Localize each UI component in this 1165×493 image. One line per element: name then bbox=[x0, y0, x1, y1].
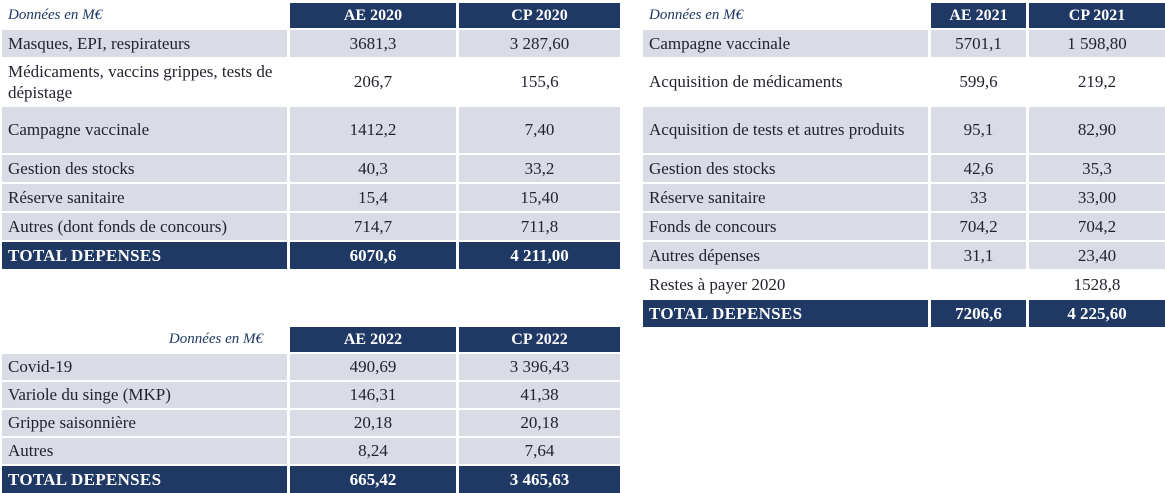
ae-value: 20,18 bbox=[290, 410, 456, 436]
ae-value: 1412,2 bbox=[290, 107, 456, 153]
cp-value: 82,90 bbox=[1029, 107, 1165, 153]
cp-value: 15,40 bbox=[459, 184, 620, 211]
ae-value: 40,3 bbox=[290, 155, 456, 182]
table-2020: Données en M€ AE 2020 CP 2020 Masques, EPI,… bbox=[2, 3, 620, 269]
row-label: Réserve sanitaire bbox=[643, 184, 928, 211]
ae-value: 33 bbox=[931, 184, 1026, 211]
cp-value: 155,6 bbox=[520, 72, 559, 91]
row-label: Gestion des stocks bbox=[2, 155, 287, 182]
cp-value: 33,2 bbox=[459, 155, 620, 182]
table-2021: Données en M€ AE 2021 CP 2021 Campagne vacc… bbox=[643, 3, 1165, 327]
total-ae-value: 6070,6 bbox=[290, 242, 456, 269]
ae-value: 42,6 bbox=[931, 155, 1026, 182]
ae-value: 146,31 bbox=[290, 382, 456, 408]
row-label: Covid-19 bbox=[2, 354, 287, 380]
cp-value: 219,2 bbox=[1077, 72, 1117, 91]
row-label: Acquisition de tests et autres produits bbox=[643, 107, 928, 153]
total-row-label: TOTAL DEPENSES bbox=[643, 300, 928, 327]
cp-value: 20,18 bbox=[459, 410, 620, 436]
ae-value: 490,69 bbox=[290, 354, 456, 380]
cp-value: 1 598,80 bbox=[1029, 30, 1165, 57]
ae-value: 5701,1 bbox=[931, 30, 1026, 57]
column-header: AE 2020 bbox=[290, 3, 456, 28]
ae-value: 714,7 bbox=[290, 213, 456, 240]
ae-value: 95,1 bbox=[931, 107, 1026, 153]
ae-value bbox=[931, 271, 1026, 298]
cp-value: 3 396,43 bbox=[459, 354, 620, 380]
total-cp-value: 4 225,60 bbox=[1029, 300, 1165, 327]
row-label: Masques, EPI, respirateurs bbox=[2, 30, 287, 57]
row-label: Variole du singe (MKP) bbox=[2, 382, 287, 408]
row-label: Gestion des stocks bbox=[643, 155, 928, 182]
row-label: Grippe saisonnière bbox=[2, 410, 287, 436]
row-label: Campagne vaccinale bbox=[2, 107, 287, 153]
row-label: Autres bbox=[2, 438, 287, 464]
cp-value: 23,40 bbox=[1029, 242, 1165, 269]
cp-value: 41,38 bbox=[459, 382, 620, 408]
total-row-label: TOTAL DEPENSES bbox=[2, 466, 287, 493]
column-header: CP 2022 bbox=[459, 327, 620, 352]
row-label: Campagne vaccinale bbox=[643, 30, 928, 57]
cp-value: 33,00 bbox=[1029, 184, 1165, 211]
table-2022: Données en M€ AE 2022 CP 2022 Covid-19 490,6… bbox=[2, 327, 620, 493]
row-label: Fonds de concours bbox=[643, 213, 928, 240]
row-label: Autres (dont fonds de concours) bbox=[2, 213, 287, 240]
row-label: Médicaments, vaccins grippes, tests de d… bbox=[8, 61, 273, 102]
column-header: AE 2022 bbox=[290, 327, 456, 352]
ae-value: 599,6 bbox=[959, 72, 998, 91]
ae-value: 206,7 bbox=[353, 72, 393, 91]
total-cp-value: 4 211,00 bbox=[459, 242, 620, 269]
row-label: Autres dépenses bbox=[643, 242, 928, 269]
cp-value: 35,3 bbox=[1029, 155, 1165, 182]
total-ae-value: 665,42 bbox=[290, 466, 456, 493]
cp-value: 3 287,60 bbox=[459, 30, 620, 57]
ae-value: 15,4 bbox=[290, 184, 456, 211]
unit-label: Données en M€ bbox=[168, 331, 263, 347]
cp-value: 704,2 bbox=[1029, 213, 1165, 240]
cp-value: 7,40 bbox=[459, 107, 620, 153]
row-label: Restes à payer 2020 bbox=[649, 274, 786, 294]
cp-value: 711,8 bbox=[459, 213, 620, 240]
ae-value: 3681,3 bbox=[290, 30, 456, 57]
row-label: Réserve sanitaire bbox=[2, 184, 287, 211]
ae-value: 31,1 bbox=[931, 242, 1026, 269]
unit-label: Données en M€ bbox=[8, 7, 103, 23]
column-header: CP 2021 bbox=[1029, 3, 1165, 28]
total-ae-value: 7206,6 bbox=[931, 300, 1026, 327]
total-cp-value: 3 465,63 bbox=[459, 466, 620, 493]
unit-label: Données en M€ bbox=[649, 7, 744, 23]
cp-value: 7,64 bbox=[459, 438, 620, 464]
ae-value: 704,2 bbox=[931, 213, 1026, 240]
column-header: CP 2020 bbox=[459, 3, 620, 28]
total-row-label: TOTAL DEPENSES bbox=[2, 242, 287, 269]
cp-value: 1528,8 bbox=[1073, 274, 1121, 294]
column-header: AE 2021 bbox=[931, 3, 1026, 28]
row-label: Acquisition de médicaments bbox=[649, 72, 843, 92]
ae-value: 8,24 bbox=[290, 438, 456, 464]
